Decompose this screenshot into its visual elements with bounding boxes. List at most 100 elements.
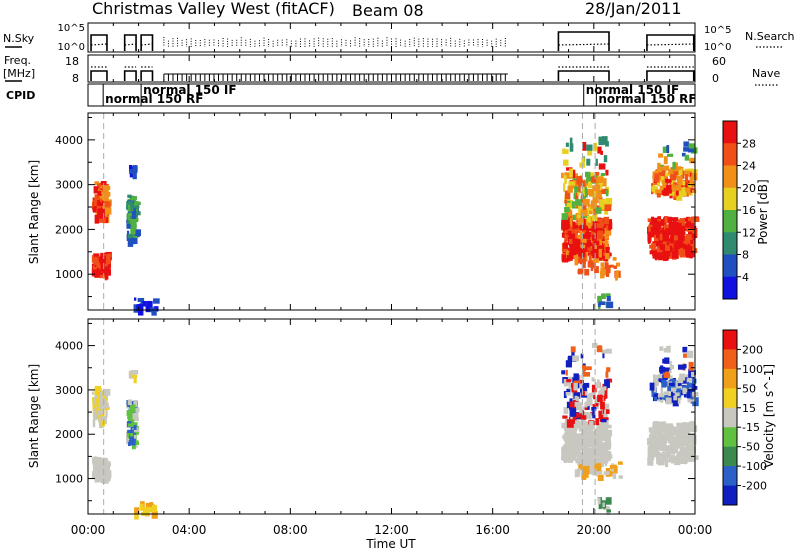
scatter-cell: [687, 190, 691, 196]
freq-segment: [646, 70, 695, 81]
scatter-cell: [99, 212, 106, 219]
scatter-cell: [103, 185, 109, 194]
scatter-cell: [591, 252, 597, 258]
scatter-cell: [600, 188, 608, 194]
scatter-cell: [668, 188, 676, 196]
scatter-cell: [676, 439, 680, 443]
scatter-cell: [683, 240, 688, 244]
scatter-cell: [600, 408, 604, 417]
scatter-cell: [105, 267, 110, 272]
scatter-cell: [663, 174, 668, 179]
power-colorbar-swatch: [723, 187, 737, 211]
scatter-cell: [655, 378, 662, 383]
scatter-cell: [127, 238, 134, 247]
scatter-cell: [105, 270, 109, 280]
scatter-cell: [563, 407, 569, 414]
scatter-cell: [605, 348, 612, 354]
scatter-cell: [595, 158, 598, 166]
scatter-cell: [665, 245, 670, 251]
scatter-cell: [574, 395, 578, 401]
scatter-cell: [580, 209, 588, 217]
scatter-cell: [682, 430, 687, 438]
scatter-cell: [688, 223, 695, 230]
scatter-cell: [596, 186, 600, 191]
scatter-cell: [591, 384, 597, 393]
scatter-cell: [127, 204, 131, 212]
power-colorbar-swatch: [723, 232, 737, 255]
scatter-cell: [568, 436, 574, 442]
scatter-cell: [567, 185, 573, 193]
scatter-cell: [687, 237, 693, 244]
scatter-cell: [655, 381, 659, 386]
scatter-cell: [595, 418, 600, 426]
scatter-cell: [598, 248, 602, 258]
scatter-cell: [658, 250, 663, 257]
scatter-cell: [96, 263, 103, 267]
scatter-cell: [689, 444, 695, 454]
scatter-cell: [682, 387, 687, 394]
scatter-cell: [687, 217, 695, 222]
scatter-cell: [612, 257, 617, 261]
scatter-cell: [666, 184, 672, 194]
velocity-colorbar-swatch: [723, 427, 737, 448]
scatter-cell: [691, 173, 697, 179]
scatter-cell: [651, 242, 656, 251]
nave-label: Nave: [752, 67, 780, 80]
scatter-cell: [92, 457, 98, 464]
noise-search-segment: [141, 43, 153, 46]
scatter-cell: [687, 148, 694, 153]
scatter-cell: [131, 221, 137, 230]
scatter-cell: [650, 427, 653, 434]
scatter-cell: [99, 215, 107, 223]
scatter-cell: [583, 372, 591, 377]
scatter-cell: [105, 465, 111, 470]
scatter-cell: [604, 379, 610, 388]
scatter-cell: [582, 234, 590, 239]
scatter-cell: [660, 176, 665, 184]
scatter-cell: [618, 475, 623, 479]
velocity-colorbar-swatch: [723, 388, 737, 409]
scatter-cell: [133, 425, 137, 430]
scatter-cell: [659, 366, 666, 373]
noise-search-segment: [646, 43, 694, 46]
scatter-cell: [592, 224, 600, 232]
scatter-cell: [684, 218, 687, 222]
scatter-cell: [104, 207, 112, 215]
scatter-cell: [573, 173, 579, 182]
scatter-cell: [568, 217, 571, 224]
scatter-cell: [674, 428, 682, 432]
scatter-cell: [573, 381, 578, 391]
scatter-cell: [673, 162, 678, 172]
scatter-cell: [563, 391, 567, 399]
scatter-cell: [674, 223, 679, 230]
scatter-cell: [579, 229, 584, 235]
scatter-cell: [656, 193, 661, 198]
scatter-cell: [678, 225, 681, 230]
scatter-cell: [617, 461, 623, 465]
scatter-cell: [593, 446, 599, 456]
scatter-cell: [606, 367, 611, 372]
scatter-cell: [664, 458, 669, 468]
scatter-cell: [672, 398, 679, 407]
scatter-cell: [649, 250, 655, 255]
scatter-cell: [690, 424, 695, 429]
scatter-cell: [664, 453, 671, 458]
scatter-cell: [604, 433, 608, 442]
scatter-cell: [676, 192, 683, 201]
scatter-cell: [127, 233, 134, 239]
cpid-entry-label: normal 150 IF: [586, 83, 680, 97]
noise-sky-segment: [646, 34, 695, 51]
scatter-cell: [663, 371, 670, 378]
velocity-colorbar-tick-label: -100: [742, 460, 767, 473]
scatter-cell: [666, 145, 670, 154]
noise-panel: N.Sky 10^5 10^0 10^5 10^0 N.Search: [3, 22, 795, 53]
scatter-cell: [576, 472, 581, 477]
scatter-cell: [669, 235, 674, 244]
scatter-cell: [565, 225, 571, 235]
scatter-cell: [586, 208, 593, 215]
scatter-cell: [563, 230, 570, 234]
scatter-cell: [687, 382, 690, 390]
scatter-cell: [587, 247, 593, 251]
scatter-cell: [600, 394, 608, 399]
scatter-cell: [582, 198, 590, 206]
